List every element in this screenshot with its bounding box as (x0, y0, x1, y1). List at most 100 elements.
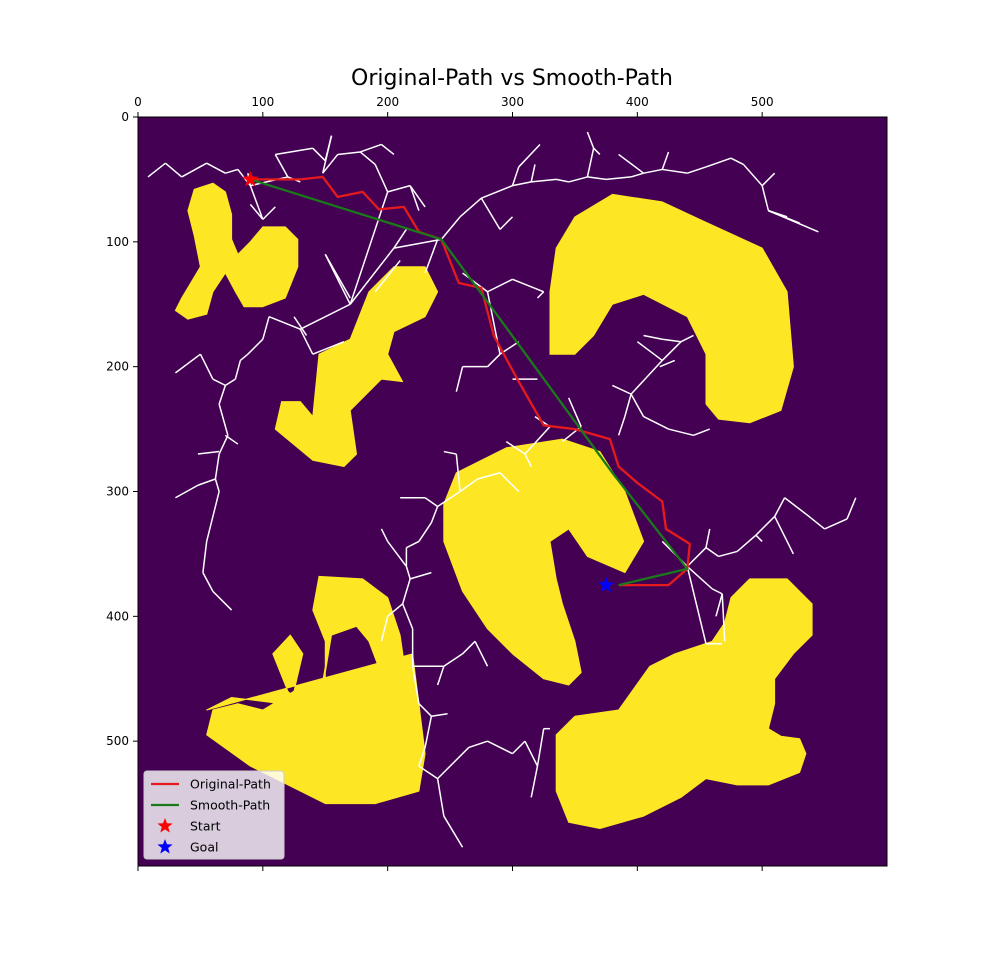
tree-edge (274, 154, 289, 178)
tree-edge (773, 497, 786, 517)
tree-edge (224, 434, 239, 445)
tree-edge (617, 416, 626, 436)
x-tick-label: 400 (626, 95, 649, 109)
tree-edge (197, 450, 220, 455)
plot-area (138, 117, 887, 866)
tree-edge (293, 316, 308, 336)
series-smooth-path (249, 178, 689, 587)
tree-edge (374, 260, 401, 293)
tree-edge (175, 484, 199, 499)
tree-edge (761, 172, 776, 187)
tree-edge (511, 740, 526, 755)
tree-edge (662, 338, 682, 343)
tree-edge (624, 393, 632, 417)
tree-edge (206, 162, 226, 174)
tree-edge (405, 566, 411, 580)
tree-edge (249, 185, 264, 220)
tree-edge (661, 341, 682, 361)
tree-edge (424, 239, 439, 274)
tree-edge (436, 666, 445, 686)
y-tick-label: 500 (106, 734, 129, 748)
tree-edge (630, 359, 663, 395)
tree-edge (586, 148, 595, 178)
tree-edge (630, 172, 644, 178)
tree-edge (411, 666, 420, 704)
tree-edge (680, 334, 694, 343)
tree-edge (524, 453, 532, 467)
tree-edge (359, 143, 382, 153)
tree-edge (487, 353, 501, 368)
tree-edge (443, 653, 463, 667)
tree-edge (437, 490, 461, 508)
tree-edge (218, 435, 229, 455)
tree-edge (418, 747, 426, 767)
tree-edge (322, 153, 339, 174)
tree-edge (218, 403, 229, 436)
tree-edge (174, 353, 201, 374)
goal-marker (598, 576, 615, 592)
tree-edge (711, 588, 723, 595)
tree-edge (530, 164, 536, 183)
tree-edge (755, 534, 763, 542)
tree-edge (505, 440, 526, 455)
tree-edge (705, 528, 711, 548)
tree-edge (736, 534, 757, 552)
tree-edge (401, 578, 411, 605)
tree-edge (374, 191, 389, 230)
tree-edge (536, 291, 545, 299)
tree-edge (715, 593, 723, 617)
tree-edge (214, 453, 220, 480)
tree-edge (824, 518, 848, 530)
tree-edge (687, 166, 707, 174)
tree-edge (524, 740, 539, 767)
tree-edge (459, 478, 478, 493)
x-tick-label: 200 (376, 95, 399, 109)
tree-edge (199, 353, 214, 380)
obstacle-5 (206, 575, 426, 805)
tree-edge (409, 571, 432, 580)
tree-edge (430, 506, 439, 523)
tree-edge (225, 168, 239, 174)
tree-edge (393, 228, 408, 249)
tree-edge (249, 203, 264, 220)
tree-edge (224, 378, 236, 387)
tree-edge (761, 185, 770, 211)
tree-edge (487, 740, 513, 755)
tree-edge (268, 316, 301, 330)
axes: 0 100 200 300 400 500 0 100 200 300 400 500 (106, 95, 888, 871)
tree-edge (668, 428, 694, 437)
tree-edge (324, 253, 351, 299)
tree-edge (468, 740, 488, 749)
tree-edge (718, 550, 738, 558)
tree-edge (234, 360, 242, 380)
tree-edge (636, 341, 663, 362)
tree-edge (359, 151, 376, 166)
tree-edge (705, 547, 719, 558)
tree-edge (443, 450, 457, 455)
tree-edge (312, 341, 345, 355)
tree-edge (512, 278, 544, 293)
tree-edge (205, 491, 220, 542)
tree-edge (593, 147, 601, 155)
tree-edge (418, 703, 432, 717)
tree-edge (618, 153, 645, 174)
obstacle-6 (555, 578, 813, 829)
start-marker (242, 170, 259, 187)
tree-edge (202, 541, 208, 573)
legend: Original-Path Smooth-Path Start Goal (143, 770, 285, 860)
tree-edge (784, 497, 807, 515)
tree-edge (380, 143, 395, 156)
tree-edge (499, 472, 520, 493)
tree-edge (462, 640, 476, 655)
x-tick-label: 0 (134, 95, 142, 109)
tree-edge (518, 143, 541, 168)
chart-title: Original-Path vs Smooth-Path (351, 66, 673, 91)
legend-swatch (157, 839, 173, 854)
tree-edge (197, 478, 216, 486)
tree-edge (730, 157, 744, 166)
tree-edge (409, 185, 426, 208)
tree-edge (349, 229, 376, 305)
tree-edge (693, 428, 711, 437)
tree-edge (406, 540, 420, 549)
